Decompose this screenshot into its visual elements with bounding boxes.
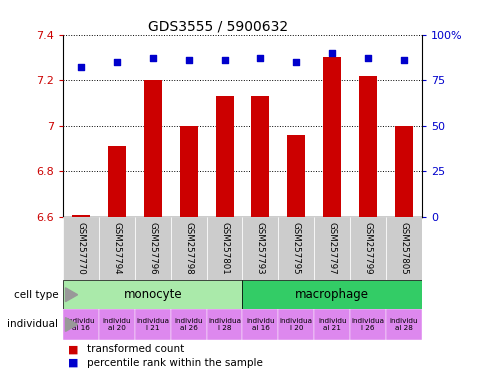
Bar <box>358 76 376 217</box>
Text: individu
al 16: individu al 16 <box>245 318 274 331</box>
Point <box>399 57 407 63</box>
Text: GSM257796: GSM257796 <box>148 222 157 275</box>
Bar <box>143 80 161 217</box>
Text: GSM257794: GSM257794 <box>112 222 121 275</box>
Text: percentile rank within the sample: percentile rank within the sample <box>87 358 263 368</box>
Bar <box>322 57 340 217</box>
Point <box>292 59 300 65</box>
Bar <box>63 280 242 309</box>
Bar <box>242 280 421 309</box>
Text: GSM257797: GSM257797 <box>327 222 336 275</box>
Bar <box>63 217 99 280</box>
Bar <box>215 96 233 217</box>
Point <box>184 57 192 63</box>
Bar <box>278 217 314 280</box>
Bar <box>206 217 242 280</box>
Bar <box>170 217 206 280</box>
Bar <box>314 217 349 280</box>
Text: macrophage: macrophage <box>295 288 368 301</box>
Text: GSM257798: GSM257798 <box>184 222 193 275</box>
Bar <box>251 96 269 217</box>
Bar <box>107 146 125 217</box>
Text: GSM257805: GSM257805 <box>399 222 408 275</box>
Bar <box>99 217 135 280</box>
Text: GSM257795: GSM257795 <box>291 222 300 275</box>
Text: transformed count: transformed count <box>87 344 184 354</box>
Point <box>77 65 85 71</box>
Bar <box>72 215 90 217</box>
Text: GSM257770: GSM257770 <box>76 222 85 275</box>
Bar <box>394 126 412 217</box>
Bar <box>135 309 170 340</box>
Bar <box>99 309 135 340</box>
Text: cell type: cell type <box>14 290 58 300</box>
Text: monocyte: monocyte <box>123 288 182 301</box>
Bar <box>385 309 421 340</box>
Point <box>220 57 228 63</box>
Bar <box>242 309 278 340</box>
Text: individu
al 21: individu al 21 <box>317 318 346 331</box>
Text: individua
l 26: individua l 26 <box>351 318 384 331</box>
Bar <box>170 309 206 340</box>
Bar <box>135 217 170 280</box>
Text: GSM257801: GSM257801 <box>220 222 228 275</box>
Text: ■: ■ <box>68 358 78 368</box>
Text: GDS3555 / 5900632: GDS3555 / 5900632 <box>148 19 287 33</box>
Bar <box>242 217 278 280</box>
Text: ■: ■ <box>68 344 78 354</box>
Text: individu
al 16: individu al 16 <box>66 318 95 331</box>
Bar <box>278 309 314 340</box>
Bar <box>349 217 385 280</box>
Point <box>113 59 121 65</box>
Bar <box>385 217 421 280</box>
Bar <box>349 309 385 340</box>
Text: individu
al 20: individu al 20 <box>102 318 131 331</box>
Text: GSM257793: GSM257793 <box>256 222 264 275</box>
Point <box>328 50 335 56</box>
Text: individu
al 28: individu al 28 <box>389 318 418 331</box>
Bar <box>287 135 304 217</box>
Text: individua
l 21: individua l 21 <box>136 318 169 331</box>
Text: individua
l 28: individua l 28 <box>208 318 241 331</box>
Text: GSM257799: GSM257799 <box>363 222 372 275</box>
Point <box>363 55 371 61</box>
Point <box>256 55 264 61</box>
Bar <box>63 309 99 340</box>
Text: individua
l 20: individua l 20 <box>279 318 312 331</box>
Point <box>149 55 156 61</box>
Bar <box>179 126 197 217</box>
Text: individu
al 26: individu al 26 <box>174 318 203 331</box>
Text: individual: individual <box>7 319 58 329</box>
Bar <box>206 309 242 340</box>
Bar <box>314 309 349 340</box>
